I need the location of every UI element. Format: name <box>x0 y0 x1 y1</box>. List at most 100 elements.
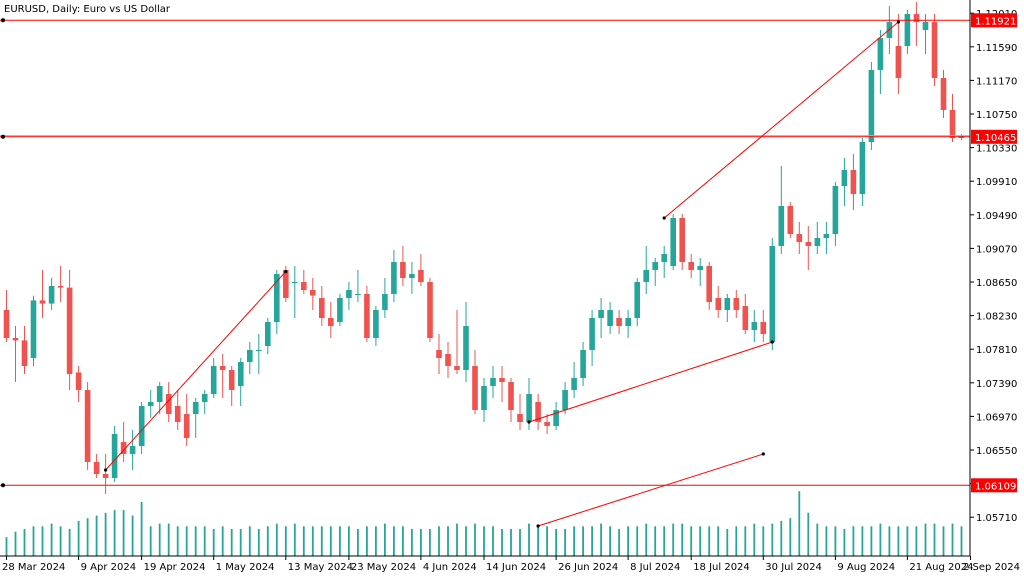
time-tick-label: 13 May 2024 <box>288 562 353 573</box>
volume-bar <box>861 526 864 556</box>
candle <box>607 302 613 334</box>
candle-body <box>688 262 694 270</box>
volume-bar <box>609 526 611 556</box>
volume-bar <box>239 529 242 556</box>
volume-bar <box>59 526 62 556</box>
trendline-anchor[interactable] <box>662 216 666 220</box>
drawing-layer[interactable] <box>0 18 970 528</box>
candle-body <box>661 254 667 262</box>
price-tick-label: 1.08650 <box>976 278 1017 289</box>
candle-body <box>427 282 433 338</box>
candle <box>337 294 343 326</box>
candle <box>850 154 857 210</box>
candle-body <box>625 318 631 326</box>
trendline-anchor[interactable] <box>770 340 774 344</box>
candle <box>670 214 676 270</box>
candle-body <box>3 310 10 338</box>
candle <box>490 366 496 398</box>
trendline-anchor[interactable] <box>284 270 288 274</box>
trendline-anchor[interactable] <box>761 452 765 456</box>
candle <box>499 366 505 402</box>
volume-bar <box>465 526 467 556</box>
volume-bar <box>645 523 648 556</box>
line-anchor[interactable] <box>1 18 5 23</box>
candle <box>328 302 334 338</box>
candle <box>319 286 325 326</box>
candle-body <box>292 282 298 283</box>
candle <box>841 158 848 206</box>
candle-body <box>21 340 28 366</box>
volume-bar <box>411 529 413 556</box>
trendline-anchor[interactable] <box>536 524 540 528</box>
candle-body <box>111 434 118 478</box>
candle <box>445 342 451 378</box>
volume-bar <box>221 526 224 556</box>
trendline-anchor[interactable] <box>527 420 531 424</box>
candle <box>904 10 911 54</box>
candle-body <box>210 366 217 394</box>
trendline[interactable] <box>663 21 899 219</box>
trendline-anchor[interactable] <box>104 468 108 472</box>
candle <box>544 414 550 434</box>
time-tick-label: 23 May 2024 <box>351 562 416 573</box>
candle <box>147 390 154 418</box>
trendline[interactable] <box>528 341 773 423</box>
candle-body <box>526 394 532 422</box>
price-tick-label: 1.09490 <box>976 211 1017 222</box>
line-anchor[interactable] <box>1 483 5 488</box>
trendline[interactable] <box>537 453 764 527</box>
trendline[interactable] <box>105 271 287 471</box>
volume-bar <box>275 523 278 556</box>
volume-bar <box>375 526 377 556</box>
trendline-anchor[interactable] <box>896 20 901 24</box>
time-axis[interactable]: 28 Mar 2024 9 Apr 2024 19 Apr 2024 1 May 20… <box>2 556 1020 573</box>
candle-body <box>913 14 920 22</box>
line-anchor[interactable] <box>1 134 5 139</box>
candle-body <box>192 402 199 414</box>
candle-body <box>724 298 731 310</box>
candle-body <box>183 414 190 438</box>
candle-body <box>445 354 451 366</box>
candle-body <box>265 322 271 346</box>
candle <box>48 278 55 310</box>
volume-bar <box>825 526 828 556</box>
candle <box>697 258 703 286</box>
candle-body <box>256 350 262 351</box>
price-tag-label: 1.06109 <box>975 481 1016 492</box>
candle-body <box>823 234 830 238</box>
volume-bar <box>627 526 629 556</box>
candle <box>84 382 91 470</box>
volume-bar <box>699 526 702 556</box>
price-tag <box>971 478 1017 493</box>
volume-bar <box>690 526 693 556</box>
candle <box>111 426 118 482</box>
candle-body <box>201 394 208 402</box>
candle <box>274 270 280 334</box>
price-tick-label: 1.06550 <box>976 446 1017 457</box>
candle <box>859 138 866 206</box>
volume-bar <box>14 531 17 556</box>
volume-bar <box>32 526 35 556</box>
candle <box>940 70 947 118</box>
time-tick-label: 30 Jul 2024 <box>765 562 822 573</box>
candle <box>472 350 478 414</box>
candle-body <box>607 310 613 326</box>
candle <box>129 430 136 470</box>
candle <box>238 358 244 406</box>
volume-bar <box>537 526 539 556</box>
price-tick-label: 1.08230 <box>976 312 1017 323</box>
volume-bar <box>384 523 386 556</box>
volume-bar <box>834 526 837 556</box>
volume-bar <box>672 523 675 556</box>
candle-body <box>481 386 487 410</box>
volume-bar <box>113 510 116 556</box>
candle-body <box>778 206 785 246</box>
candle <box>580 342 586 386</box>
candle-body <box>517 414 523 422</box>
volume-bar <box>194 526 197 556</box>
volume-bar <box>618 529 620 556</box>
candle-body <box>57 286 64 288</box>
candle <box>571 362 577 398</box>
